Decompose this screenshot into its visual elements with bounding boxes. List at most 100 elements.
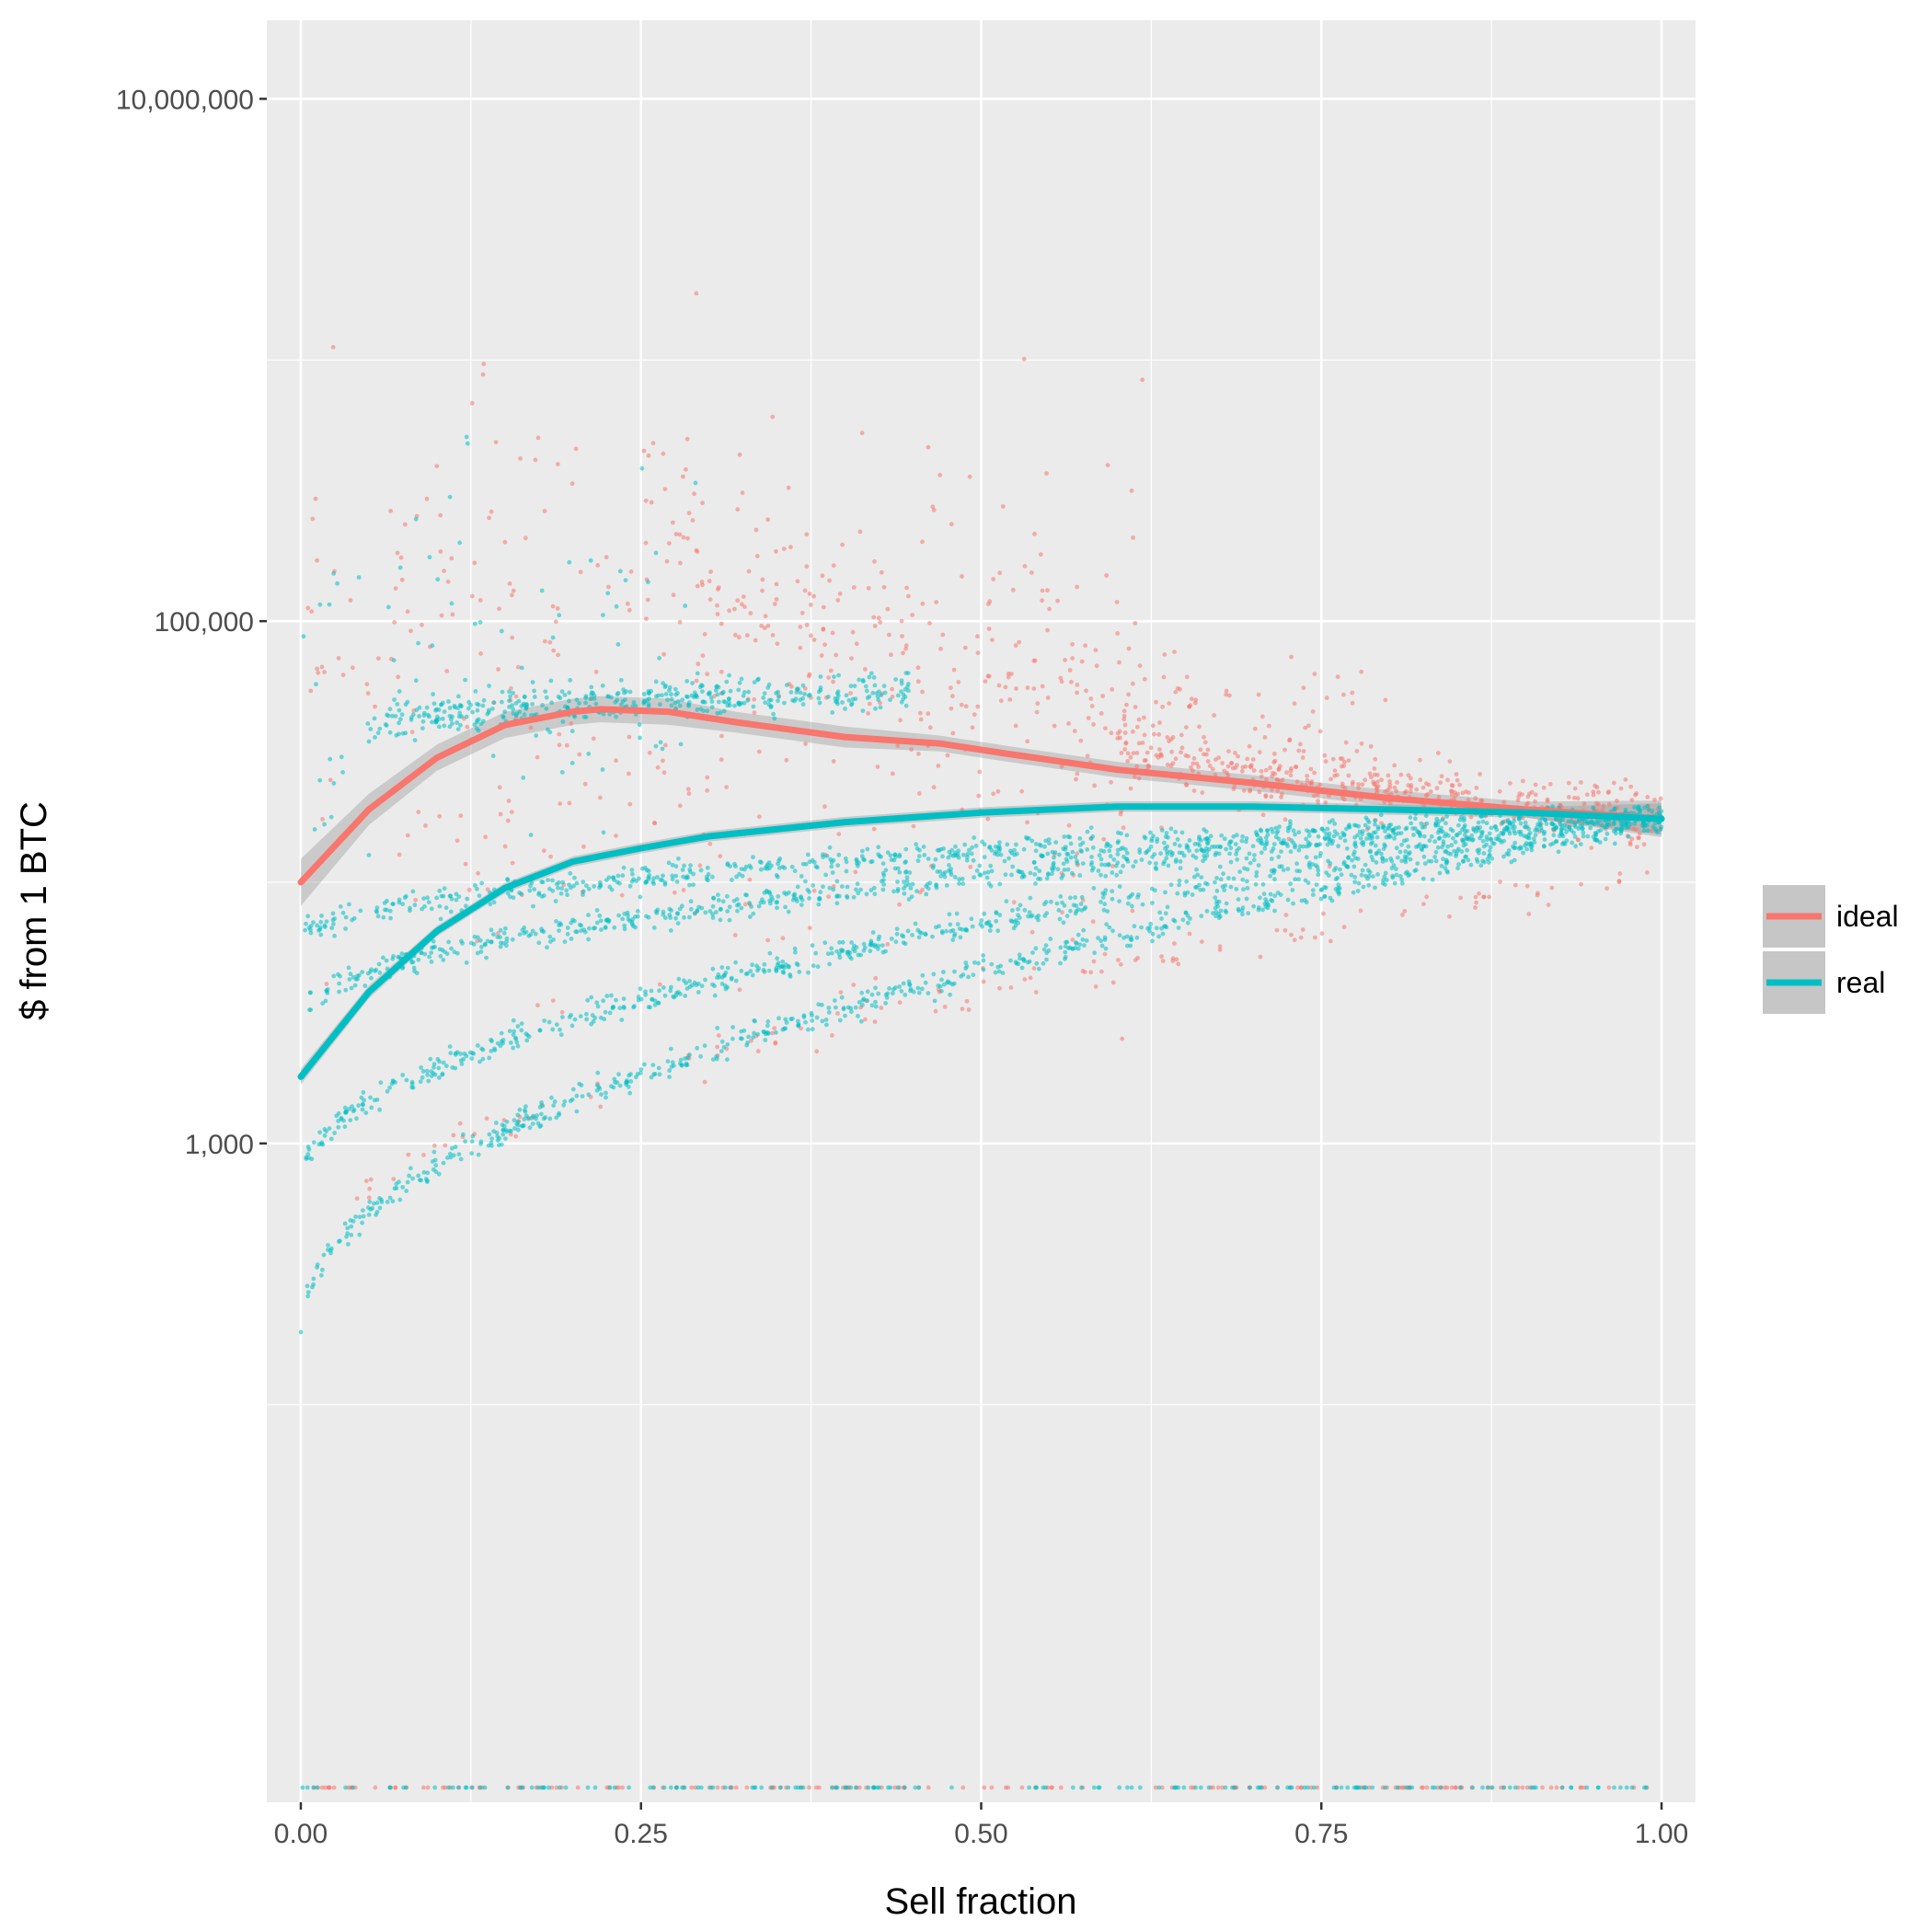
data-point-real (449, 601, 454, 606)
data-point-real (1103, 888, 1109, 893)
data-point-ideal (872, 1019, 878, 1024)
data-point-ideal (1409, 788, 1413, 794)
data-point-ideal (1312, 672, 1317, 676)
data-point-real (784, 683, 789, 687)
data-point-real (1443, 821, 1448, 826)
data-point-real (1531, 836, 1536, 842)
data-point-real (1462, 833, 1467, 838)
data-point-ideal (686, 791, 692, 796)
data-point-ideal (926, 711, 931, 717)
data-point-ideal (879, 1006, 884, 1010)
data-point-real (1040, 853, 1045, 858)
data-point-real (654, 911, 660, 915)
data-point-real (457, 703, 463, 707)
data-point-real (584, 1011, 589, 1017)
data-point-real (437, 1059, 442, 1064)
data-point-real (559, 770, 565, 775)
data-point-real (977, 872, 983, 877)
data-point-real (574, 880, 580, 886)
data-point-real (479, 880, 484, 886)
data-point-ideal (559, 1009, 565, 1015)
data-point-real (513, 1035, 518, 1041)
data-point-real (1009, 872, 1014, 878)
data-point-ideal (1368, 743, 1374, 749)
data-point-real (957, 881, 961, 886)
data-point-real (755, 1031, 761, 1037)
data-point-ideal (1114, 600, 1120, 604)
data-point-real (622, 1006, 627, 1010)
data-point-real (902, 886, 906, 891)
data-point-ideal (681, 888, 686, 892)
data-point-real (547, 934, 553, 939)
data-point-real (498, 944, 503, 949)
data-point-real (1373, 822, 1377, 827)
data-point-real (835, 863, 841, 868)
data-point-real (1128, 893, 1133, 899)
data-point-real (725, 965, 730, 971)
data-point-real (1043, 943, 1049, 948)
data-point-real (1098, 900, 1103, 904)
data-point-ideal (733, 1785, 739, 1790)
data-point-real (311, 1140, 316, 1145)
data-point-ideal (1289, 932, 1294, 937)
data-point-real (756, 903, 762, 909)
data-point-real (617, 880, 622, 886)
data-point-real (342, 1124, 348, 1130)
data-point-ideal (424, 496, 430, 501)
data-point-real (1245, 886, 1250, 891)
data-point-real (1203, 880, 1208, 886)
data-point-real (1205, 841, 1211, 846)
data-point-real (1316, 868, 1321, 873)
data-point-real (772, 716, 777, 721)
data-point-real (810, 1018, 815, 1023)
data-point-ideal (1633, 827, 1639, 833)
data-point-real (1175, 837, 1180, 842)
data-point-real (1063, 954, 1068, 960)
data-point-ideal (1144, 750, 1150, 755)
data-point-ideal (949, 706, 954, 711)
data-point-real (709, 705, 715, 709)
data-point-ideal (752, 710, 757, 715)
data-point-real (646, 875, 651, 880)
data-point-ideal (1533, 799, 1537, 804)
data-point-real (438, 953, 443, 959)
data-point-real (511, 707, 515, 712)
data-point-ideal (960, 574, 964, 579)
data-point-real (1455, 848, 1460, 854)
data-point-real (457, 710, 463, 716)
data-point-real (563, 1785, 569, 1790)
data-point-real (482, 941, 488, 947)
data-point-real (490, 753, 496, 759)
data-point-ideal (1233, 751, 1237, 755)
data-point-real (495, 935, 500, 939)
data-point-real (1619, 826, 1625, 832)
data-point-real (730, 878, 734, 882)
data-point-real (1063, 949, 1068, 955)
data-point-ideal (368, 1177, 374, 1182)
data-point-real (1228, 845, 1234, 851)
data-point-real (531, 1113, 535, 1119)
data-point-real (633, 704, 638, 708)
data-point-real (1057, 916, 1063, 922)
data-point-real (357, 1214, 362, 1220)
data-point-real (512, 1029, 517, 1034)
data-point-ideal (989, 1785, 995, 1790)
data-point-real (1030, 950, 1035, 955)
data-point-real (1489, 856, 1495, 861)
data-point-ideal (1637, 835, 1641, 841)
data-point-real (868, 942, 873, 948)
data-point-real (1187, 838, 1192, 843)
data-point-real (1403, 849, 1409, 854)
data-point-real (429, 960, 434, 964)
data-point-ideal (1131, 681, 1135, 686)
data-point-real (687, 979, 692, 983)
data-point-real (1437, 835, 1443, 841)
data-point-real (776, 960, 781, 966)
data-point-real (320, 1001, 326, 1006)
data-point-real (1177, 879, 1182, 883)
data-point-real (1103, 946, 1109, 951)
data-point-ideal (1652, 798, 1657, 802)
data-point-real (1409, 1785, 1415, 1790)
data-point-real (1470, 837, 1475, 843)
data-point-real (638, 1071, 643, 1075)
